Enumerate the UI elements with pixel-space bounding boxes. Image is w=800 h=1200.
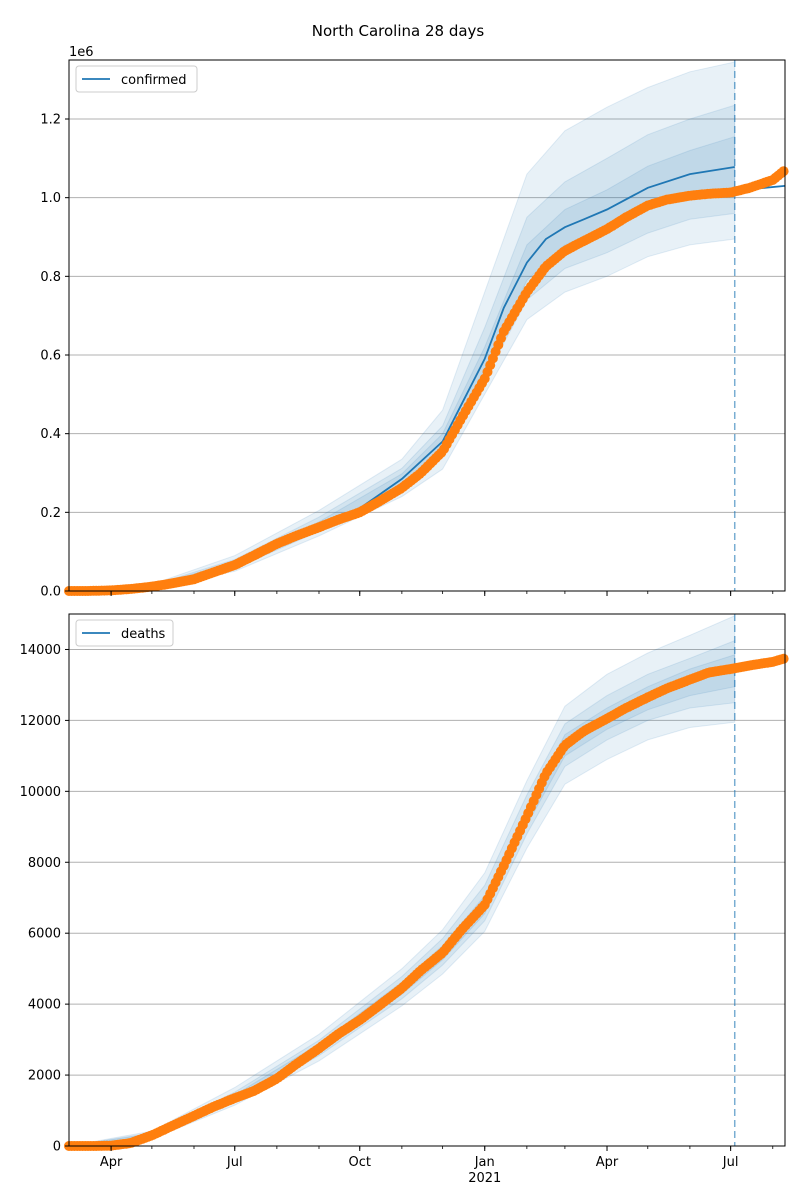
y-tick-label: 0.2 — [40, 506, 61, 521]
y-tick-label: 0.6 — [40, 349, 61, 364]
x-tick-label: Jan — [474, 1155, 495, 1170]
observed-point — [778, 653, 789, 664]
confirmed-grid — [69, 118, 785, 513]
y-tick-label: 0 — [53, 1140, 61, 1155]
y-tick-label: 8000 — [28, 856, 61, 871]
legend-label-deaths: deaths — [121, 627, 166, 642]
confirmed-panel: 0.0 0.2 0.4 0.6 0.8 1.0 1.2 1e6 confirmed — [40, 45, 789, 600]
x-tick-label: Oct — [349, 1155, 371, 1170]
deaths-panel: 0 2000 4000 6000 8000 10000 12000 14000 deaths — [20, 613, 789, 1155]
axes-frame — [68, 613, 786, 1147]
deaths-axes-frame — [68, 613, 786, 1147]
y-tick-label: 0.8 — [40, 270, 61, 285]
confirmed-y-offset-label: 1e6 — [69, 45, 94, 60]
y-tick-label: 4000 — [28, 998, 61, 1013]
x-tick-label: Apr — [100, 1155, 123, 1170]
x-tick-label: Jul — [226, 1155, 243, 1170]
deaths-grid — [69, 648, 785, 1076]
x-tick-label: Jul — [722, 1155, 739, 1170]
x-tick-sublabel: 2021 — [468, 1171, 501, 1186]
y-tick-label: 0.4 — [40, 427, 61, 442]
confirmed-legend: confirmed — [75, 65, 198, 93]
observed-point — [778, 166, 789, 177]
y-tick-label: 14000 — [20, 643, 61, 658]
confirmed-axes-frame — [68, 59, 786, 592]
axes-frame — [68, 59, 786, 592]
y-tick-label: 10000 — [20, 785, 61, 800]
legend-label-confirmed: confirmed — [121, 73, 187, 88]
legend-box — [75, 619, 174, 647]
y-tick-label: 6000 — [28, 927, 61, 942]
y-tick-label: 1.0 — [40, 191, 61, 206]
legend-box — [75, 65, 198, 93]
y-tick-label: 1.2 — [40, 113, 61, 128]
y-tick-label: 0.0 — [40, 585, 61, 600]
deaths-axis-ticks: 0 2000 4000 6000 8000 10000 12000 14000 — [20, 643, 774, 1155]
confirmed-axis-ticks: 0.0 0.2 0.4 0.6 0.8 1.0 1.2 — [40, 113, 774, 600]
deaths-legend: deaths — [75, 619, 174, 647]
deaths-observed-points — [64, 653, 789, 1151]
x-tick-label: Apr — [596, 1155, 619, 1170]
y-tick-label: 12000 — [20, 714, 61, 729]
chart-title: North Carolina 28 days — [312, 22, 485, 40]
y-tick-label: 2000 — [28, 1069, 61, 1084]
